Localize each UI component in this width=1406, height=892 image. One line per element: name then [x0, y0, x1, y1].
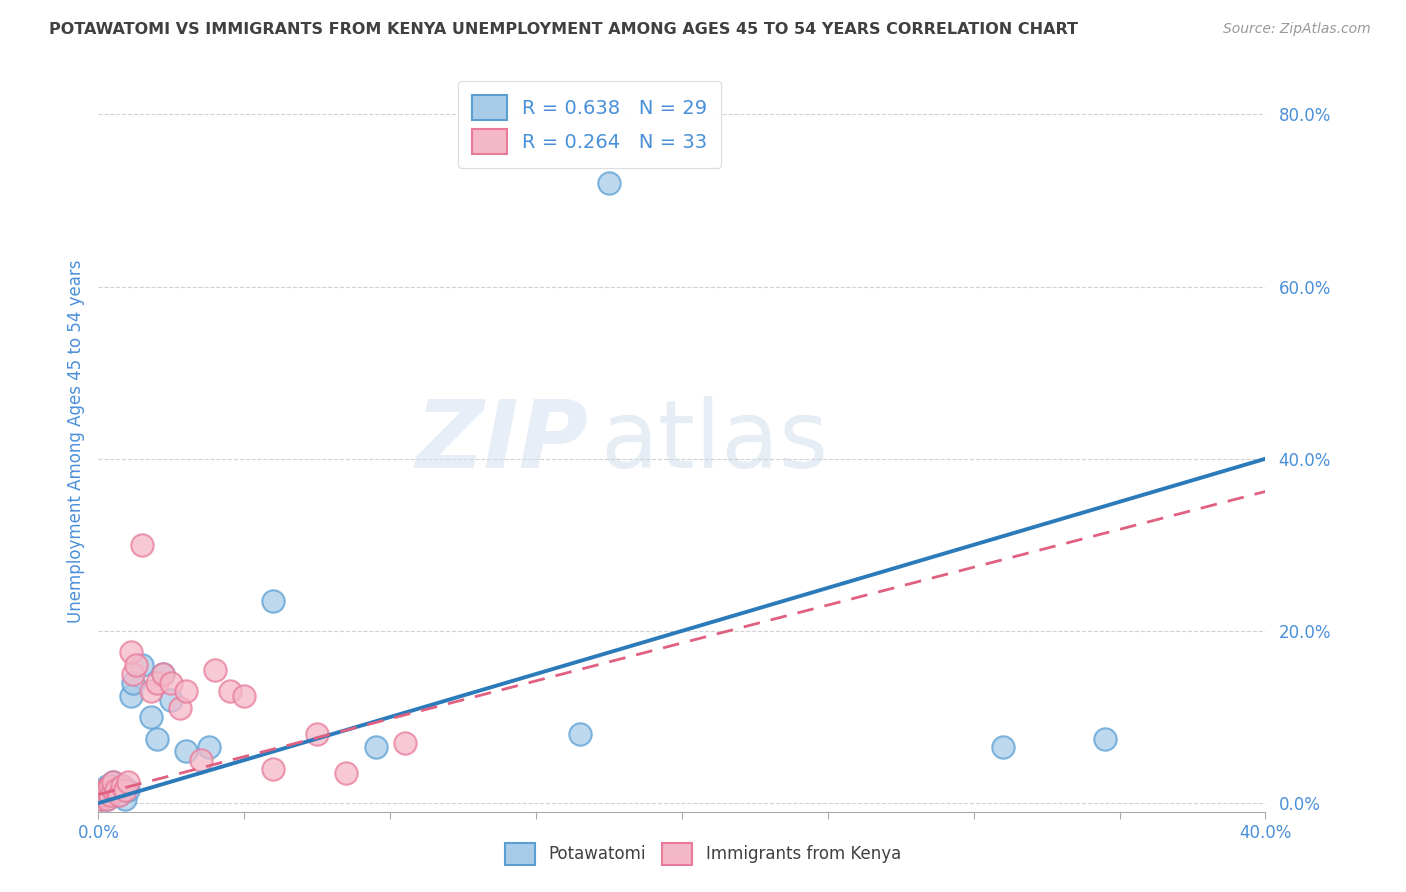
Point — [218, 684, 240, 698]
Point — [98, 779, 121, 793]
Point — [98, 788, 121, 802]
Point — [93, 788, 115, 802]
Point — [146, 731, 169, 746]
Point — [204, 663, 226, 677]
Point — [131, 538, 153, 552]
Point — [160, 675, 183, 690]
Point — [111, 779, 134, 793]
Point — [96, 792, 118, 806]
Point — [190, 753, 212, 767]
Point — [335, 766, 357, 780]
Point — [96, 792, 118, 806]
Point — [101, 779, 124, 793]
Y-axis label: Unemployment Among Ages 45 to 54 years: Unemployment Among Ages 45 to 54 years — [66, 260, 84, 624]
Point — [146, 675, 169, 690]
Point — [98, 783, 121, 797]
Point — [139, 684, 162, 698]
Point — [160, 693, 183, 707]
Point — [96, 783, 118, 797]
Point — [262, 762, 284, 776]
Point — [152, 667, 174, 681]
Point — [125, 658, 148, 673]
Point — [598, 176, 620, 190]
Point — [117, 774, 139, 789]
Point — [1094, 731, 1116, 746]
Point — [117, 783, 139, 797]
Point — [90, 792, 112, 806]
Point — [120, 645, 142, 659]
Legend: Potawatomi, Immigrants from Kenya: Potawatomi, Immigrants from Kenya — [495, 833, 911, 875]
Legend: R = 0.638   N = 29, R = 0.264   N = 33: R = 0.638 N = 29, R = 0.264 N = 33 — [458, 81, 721, 168]
Point — [122, 675, 145, 690]
Point — [108, 788, 131, 802]
Point — [394, 736, 416, 750]
Point — [101, 774, 124, 789]
Text: atlas: atlas — [600, 395, 828, 488]
Point — [568, 727, 591, 741]
Point — [169, 701, 191, 715]
Point — [114, 792, 136, 806]
Point — [93, 783, 115, 797]
Point — [104, 783, 127, 797]
Point — [104, 783, 127, 797]
Point — [991, 740, 1014, 755]
Point — [233, 689, 256, 703]
Point — [122, 667, 145, 681]
Point — [139, 710, 162, 724]
Point — [198, 740, 221, 755]
Point — [114, 783, 136, 797]
Point — [307, 727, 329, 741]
Point — [120, 689, 142, 703]
Text: ZIP: ZIP — [416, 395, 589, 488]
Point — [364, 740, 387, 755]
Point — [90, 792, 112, 806]
Point — [96, 779, 118, 793]
Point — [111, 779, 134, 793]
Text: POTAWATOMI VS IMMIGRANTS FROM KENYA UNEMPLOYMENT AMONG AGES 45 TO 54 YEARS CORRE: POTAWATOMI VS IMMIGRANTS FROM KENYA UNEM… — [49, 22, 1078, 37]
Point — [93, 783, 115, 797]
Point — [90, 788, 112, 802]
Point — [174, 684, 197, 698]
Text: Source: ZipAtlas.com: Source: ZipAtlas.com — [1223, 22, 1371, 37]
Point — [93, 788, 115, 802]
Point — [174, 744, 197, 758]
Point — [108, 788, 131, 802]
Point — [262, 594, 284, 608]
Point — [98, 788, 121, 802]
Point — [101, 783, 124, 797]
Point — [152, 667, 174, 681]
Point — [101, 774, 124, 789]
Point — [131, 658, 153, 673]
